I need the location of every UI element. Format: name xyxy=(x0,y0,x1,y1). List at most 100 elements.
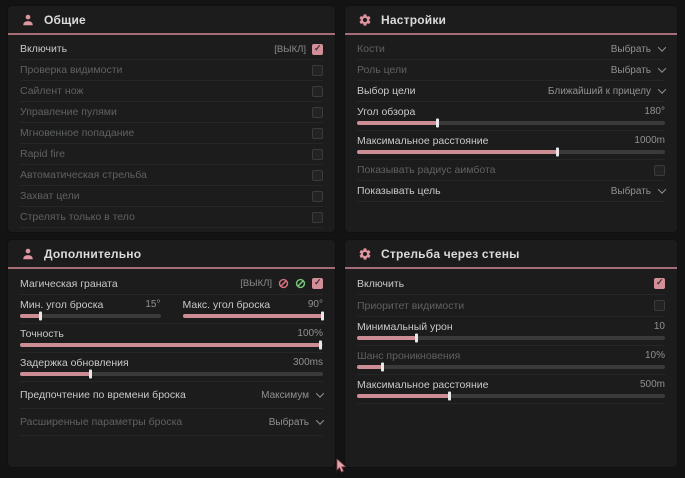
slider-value: 300ms xyxy=(292,357,323,368)
row-label: Захват цели xyxy=(20,190,80,202)
chevron-down-icon xyxy=(657,64,667,73)
row-label: Мин. угол броска xyxy=(20,298,104,311)
panel-wallbang-header: Стрельба через стены xyxy=(345,240,677,267)
panel-title: Настройки xyxy=(381,12,447,27)
fov-slider[interactable] xyxy=(357,121,665,125)
wallbang-enable-checkbox[interactable] xyxy=(654,277,665,289)
person-icon xyxy=(21,13,35,27)
row-wall-max-distance: Максимальное расстояние 500m xyxy=(357,375,665,404)
slash-circle-pink-icon xyxy=(278,278,289,289)
checkbox[interactable] xyxy=(312,190,323,202)
row-target-select: Выбор цели Ближайший к прицелу xyxy=(357,81,667,102)
bones-dropdown[interactable]: Выбрать xyxy=(610,43,667,55)
person-icon xyxy=(21,247,35,261)
row-fov: Угол обзора 180° xyxy=(357,102,665,131)
checkbox[interactable] xyxy=(312,148,323,160)
panel-title: Стрельба через стены xyxy=(381,246,520,261)
row-bones: Кости Выбрать xyxy=(357,39,667,60)
row-label: Показывать цель xyxy=(357,185,441,197)
row-label: Включить xyxy=(357,277,405,290)
checkbox[interactable] xyxy=(654,300,665,311)
panel-title: Общие xyxy=(44,12,86,27)
max-distance-slider[interactable] xyxy=(357,150,665,154)
row-instant-hit: Мгновенное попадание xyxy=(20,123,323,144)
checkbox[interactable] xyxy=(312,211,323,223)
gear-icon xyxy=(358,247,372,261)
accuracy-slider[interactable] xyxy=(20,343,323,347)
penetration-chance-slider[interactable] xyxy=(357,365,665,369)
row-max-throw-angle: Макс. угол броска 90° xyxy=(182,295,323,323)
panel-settings-header: Настройки xyxy=(345,6,677,33)
row-label: Магическая граната xyxy=(20,277,118,290)
row-label: Предпочтение по времени броска xyxy=(20,389,186,401)
target-role-dropdown[interactable]: Выбрать xyxy=(611,64,667,76)
slider-value: 180° xyxy=(644,106,665,117)
row-silent-knife: Сайлент нож xyxy=(20,81,323,102)
update-delay-slider[interactable] xyxy=(20,372,323,376)
show-target-dropdown[interactable]: Выбрать xyxy=(611,185,667,197)
row-throw-time-preference: Предпочтение по времени броска Максимум xyxy=(20,382,325,409)
row-label: Проверка видимости xyxy=(20,64,123,76)
min-damage-slider[interactable] xyxy=(357,336,665,340)
checkbox[interactable] xyxy=(312,127,323,139)
gear-icon xyxy=(358,13,372,27)
panel-title: Дополнительно xyxy=(44,246,142,261)
checkbox[interactable] xyxy=(312,64,323,76)
max-throw-angle-slider[interactable] xyxy=(182,314,323,318)
row-label: Приоритет видимости xyxy=(357,299,465,312)
panel-general-header: Общие xyxy=(8,6,335,33)
row-label: Роль цели xyxy=(357,64,408,76)
row-bullet-control: Управление пулями xyxy=(20,102,323,123)
row-update-delay: Задержка обновления 300ms xyxy=(20,353,323,382)
row-wallbang-enable: Включить xyxy=(357,273,665,295)
row-advanced-throw-params: Расширенные параметры броска Выбрать xyxy=(20,409,325,436)
row-body-only: Стрелять только в тело xyxy=(20,207,323,228)
dropdown-value: Выбрать xyxy=(610,43,651,55)
panel-general: Общие Включить [ВЫКЛ] Проверка видимости… xyxy=(8,6,335,232)
chevron-down-icon xyxy=(315,389,325,398)
min-throw-angle-slider[interactable] xyxy=(20,314,161,318)
checkbox[interactable] xyxy=(312,106,323,118)
slider-value: 90° xyxy=(307,299,323,310)
panel-wallbang: Стрельба через стены Включить Приоритет … xyxy=(345,240,677,467)
row-label: Кости xyxy=(357,43,385,55)
throw-time-dropdown[interactable]: Максимум xyxy=(261,389,325,401)
chevron-down-icon xyxy=(657,85,667,94)
row-label: Максимальное расстояние xyxy=(357,378,489,391)
dropdown-value: Выбрать xyxy=(268,416,309,428)
advanced-throw-dropdown[interactable]: Выбрать xyxy=(268,416,325,428)
row-label: Задержка обновления xyxy=(20,356,129,369)
slider-value: 15° xyxy=(145,299,161,310)
row-label: Макс. угол броска xyxy=(182,298,271,311)
header-divider xyxy=(8,33,335,35)
target-select-dropdown[interactable]: Ближайший к прицелу xyxy=(548,85,667,97)
row-label: Rapid fire xyxy=(20,148,65,160)
checkbox[interactable] xyxy=(312,169,323,181)
row-label: Автоматическая стрельба xyxy=(20,169,147,181)
row-show-aimbot-radius: Показывать радиус аимбота xyxy=(357,160,665,181)
checkbox[interactable] xyxy=(312,85,323,97)
row-rapid-fire: Rapid fire xyxy=(20,144,323,165)
row-visibility-priority: Приоритет видимости xyxy=(357,295,665,317)
header-divider xyxy=(345,267,677,269)
row-label: Показывать радиус аимбота xyxy=(357,164,496,176)
magic-grenade-checkbox[interactable] xyxy=(312,277,323,289)
wall-max-distance-slider[interactable] xyxy=(357,394,665,398)
slash-circle-green-icon xyxy=(295,278,306,289)
row-label: Стрелять только в тело xyxy=(20,211,135,223)
panel-additional: Дополнительно Магическая граната [ВЫКЛ] … xyxy=(8,240,335,467)
checkbox[interactable] xyxy=(654,164,665,176)
chevron-down-icon xyxy=(315,416,325,425)
row-enable: Включить [ВЫКЛ] xyxy=(20,39,323,60)
cursor-pointer-icon xyxy=(336,458,347,473)
row-label: Управление пулями xyxy=(20,106,117,118)
slider-value: 10% xyxy=(644,350,665,361)
row-auto-fire: Автоматическая стрельба xyxy=(20,165,323,186)
row-label: Точность xyxy=(20,327,64,340)
row-show-target: Показывать цель Выбрать xyxy=(357,181,667,202)
enable-checkbox[interactable] xyxy=(312,43,323,55)
row-label: Мгновенное попадание xyxy=(20,127,135,139)
slider-value: 1000m xyxy=(634,135,665,146)
slider-value: 500m xyxy=(639,379,665,390)
row-magic-grenade: Магическая граната [ВЫКЛ] xyxy=(20,273,323,295)
